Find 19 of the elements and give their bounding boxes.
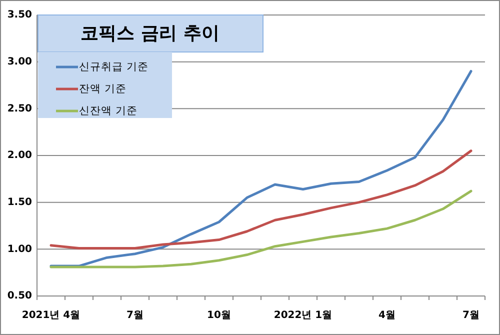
y-tick-label: 2.00 — [7, 150, 32, 162]
x-tick-label: 2021년 4월 — [22, 310, 80, 321]
line-series — [50, 150, 472, 250]
y-tick-label: 1.50 — [7, 197, 32, 208]
y-tick-label: 3.50 — [7, 10, 32, 21]
x-tick-label: 2022년 1월 — [274, 310, 332, 321]
text: 코픽스 금리 추이 — [80, 22, 220, 44]
x-tick-label: 10월 — [207, 310, 231, 321]
legend-label: 신잔액 기준 — [79, 104, 138, 117]
x-tick-label: 7월 — [462, 310, 480, 321]
y-tick-label: 0.50 — [7, 290, 32, 302]
legend-label: 잔액 기준 — [79, 82, 126, 95]
x-tick-label: 4월 — [378, 310, 396, 321]
x-tick-label: 7월 — [126, 310, 144, 321]
y-tick-label: 3.00 — [7, 56, 32, 68]
y-tick-label: 1.00 — [7, 244, 32, 255]
legend-label: 신규취급 기준 — [79, 60, 148, 73]
line-series — [50, 190, 472, 268]
y-tick-label: 2.50 — [7, 103, 32, 114]
